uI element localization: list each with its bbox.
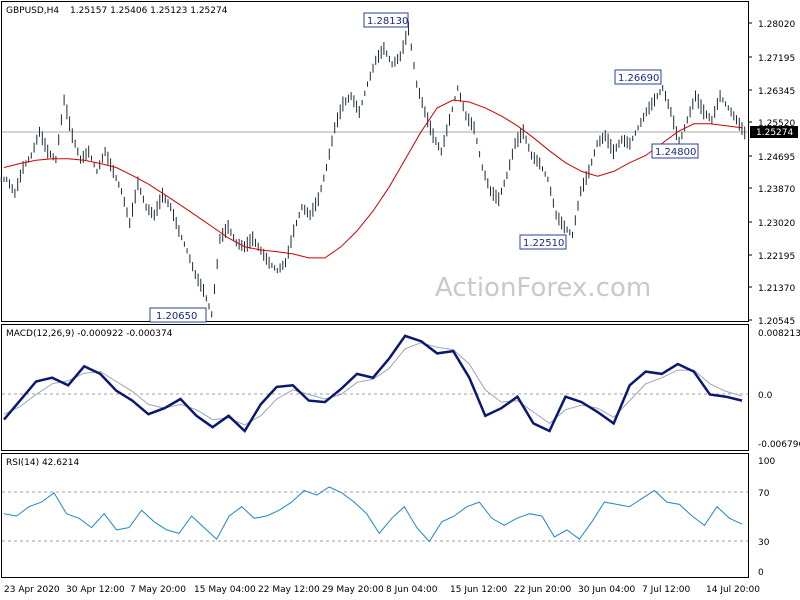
price-tick-1: 1.28020 [748,20,795,30]
macd-y-axis: 0.008213 0.0 -0.006796 [758,329,800,450]
price-tick-label: 1.28020 [758,20,795,30]
x-axis: 23 Apr 2020 30 Apr 12:00 7 May 20:00 15 … [4,585,760,595]
rsi-tick-label: 100 [758,457,775,467]
x-tick-label: 15 May 04:00 [194,585,256,595]
price-y-axis: 1.28020 1.27195 1.26345 1.25520 1.24695 … [748,20,795,327]
x-tick-label: 29 May 20:00 [322,585,384,595]
price-tick-label: 1.23020 [758,219,795,229]
price-tick-label: 1.21370 [758,284,795,294]
x-tick-label: 22 May 12:00 [258,585,320,595]
callout-label: 1.22510 [523,238,564,249]
callout-swing-low: 1.24800 [651,143,699,159]
rsi-line [3,486,743,543]
price-tick-10: 1.20545 [748,317,795,327]
price-tick-4: 1.25520 [748,119,795,129]
callout-mid-low: 1.22510 [519,234,567,250]
price-tick-label: 1.25520 [758,119,795,129]
price-bars [0,21,746,318]
price-tick-5: 1.24695 [748,153,795,163]
x-tick-label: 14 Jul 20:00 [706,585,760,595]
callout-high: 1.28130 [363,12,409,28]
current-price-label: 1.25274 [756,128,793,138]
price-tick-7: 1.23020 [748,219,795,229]
callout-label: 1.20650 [156,311,197,322]
callout-low: 1.20650 [149,307,207,323]
price-tick-3: 1.26345 [748,87,795,97]
price-panel [1,1,749,322]
price-tick-label: 1.22195 [758,252,795,262]
x-tick-label: 30 Apr 12:00 [66,585,125,595]
callout-label: 1.24800 [655,147,696,158]
x-tick-label: 15 Jun 12:00 [450,585,507,595]
x-tick-label: 30 Jun 04:00 [578,585,635,595]
rsi-tick-label: 30 [758,538,770,548]
price-tick-label: 1.26345 [758,87,795,97]
macd-tick-label: 0.0 [758,391,773,401]
price-tick-8: 1.22195 [748,252,795,262]
callout-label: 1.28130 [367,16,408,27]
price-tick-6: 1.23870 [748,185,795,195]
rsi-tick-label: 70 [758,489,770,499]
watermark: ActionForex.com [435,273,651,303]
price-title: GBPUSD,H4 1.25157 1.25406 1.25123 1.2527… [6,6,228,16]
price-tick-label: 1.27195 [758,54,795,64]
macd-line [3,334,743,433]
x-tick-label: 7 Jul 12:00 [642,585,691,595]
callout-label: 1.26690 [618,73,659,84]
x-tick-label: 22 Jun 20:00 [514,585,571,595]
symbol-label: GBPUSD,H4 [6,6,59,16]
callout-swing-high: 1.26690 [614,69,662,85]
current-price-badge [750,126,798,138]
price-tick-label: 1.23870 [758,185,795,195]
rsi-panel [1,453,749,578]
macd-tick-label: -0.006796 [758,440,800,450]
rsi-tick-label: 0 [758,568,764,578]
x-tick-label: 8 Jun 04:00 [386,585,438,595]
price-tick-9: 1.21370 [748,284,795,294]
ohlc-readout: 1.25157 1.25406 1.25123 1.25274 [70,6,228,16]
macd-tick-label: 0.008213 [758,329,800,339]
price-tick-2: 1.27195 [748,54,795,64]
rsi-y-axis: 100 70 30 0 [758,457,775,578]
x-tick-label: 7 May 20:00 [130,585,186,595]
price-tick-label: 1.24695 [758,153,795,163]
macd-title: MACD(12,26,9) -0.000922 -0.000374 [6,329,173,339]
moving-average-line [3,99,743,259]
x-tick-label: 23 Apr 2020 [4,585,60,595]
price-tick-label: 1.20545 [758,317,795,327]
rsi-title: RSI(14) 42.6214 [6,458,79,468]
macd-panel [1,324,749,451]
